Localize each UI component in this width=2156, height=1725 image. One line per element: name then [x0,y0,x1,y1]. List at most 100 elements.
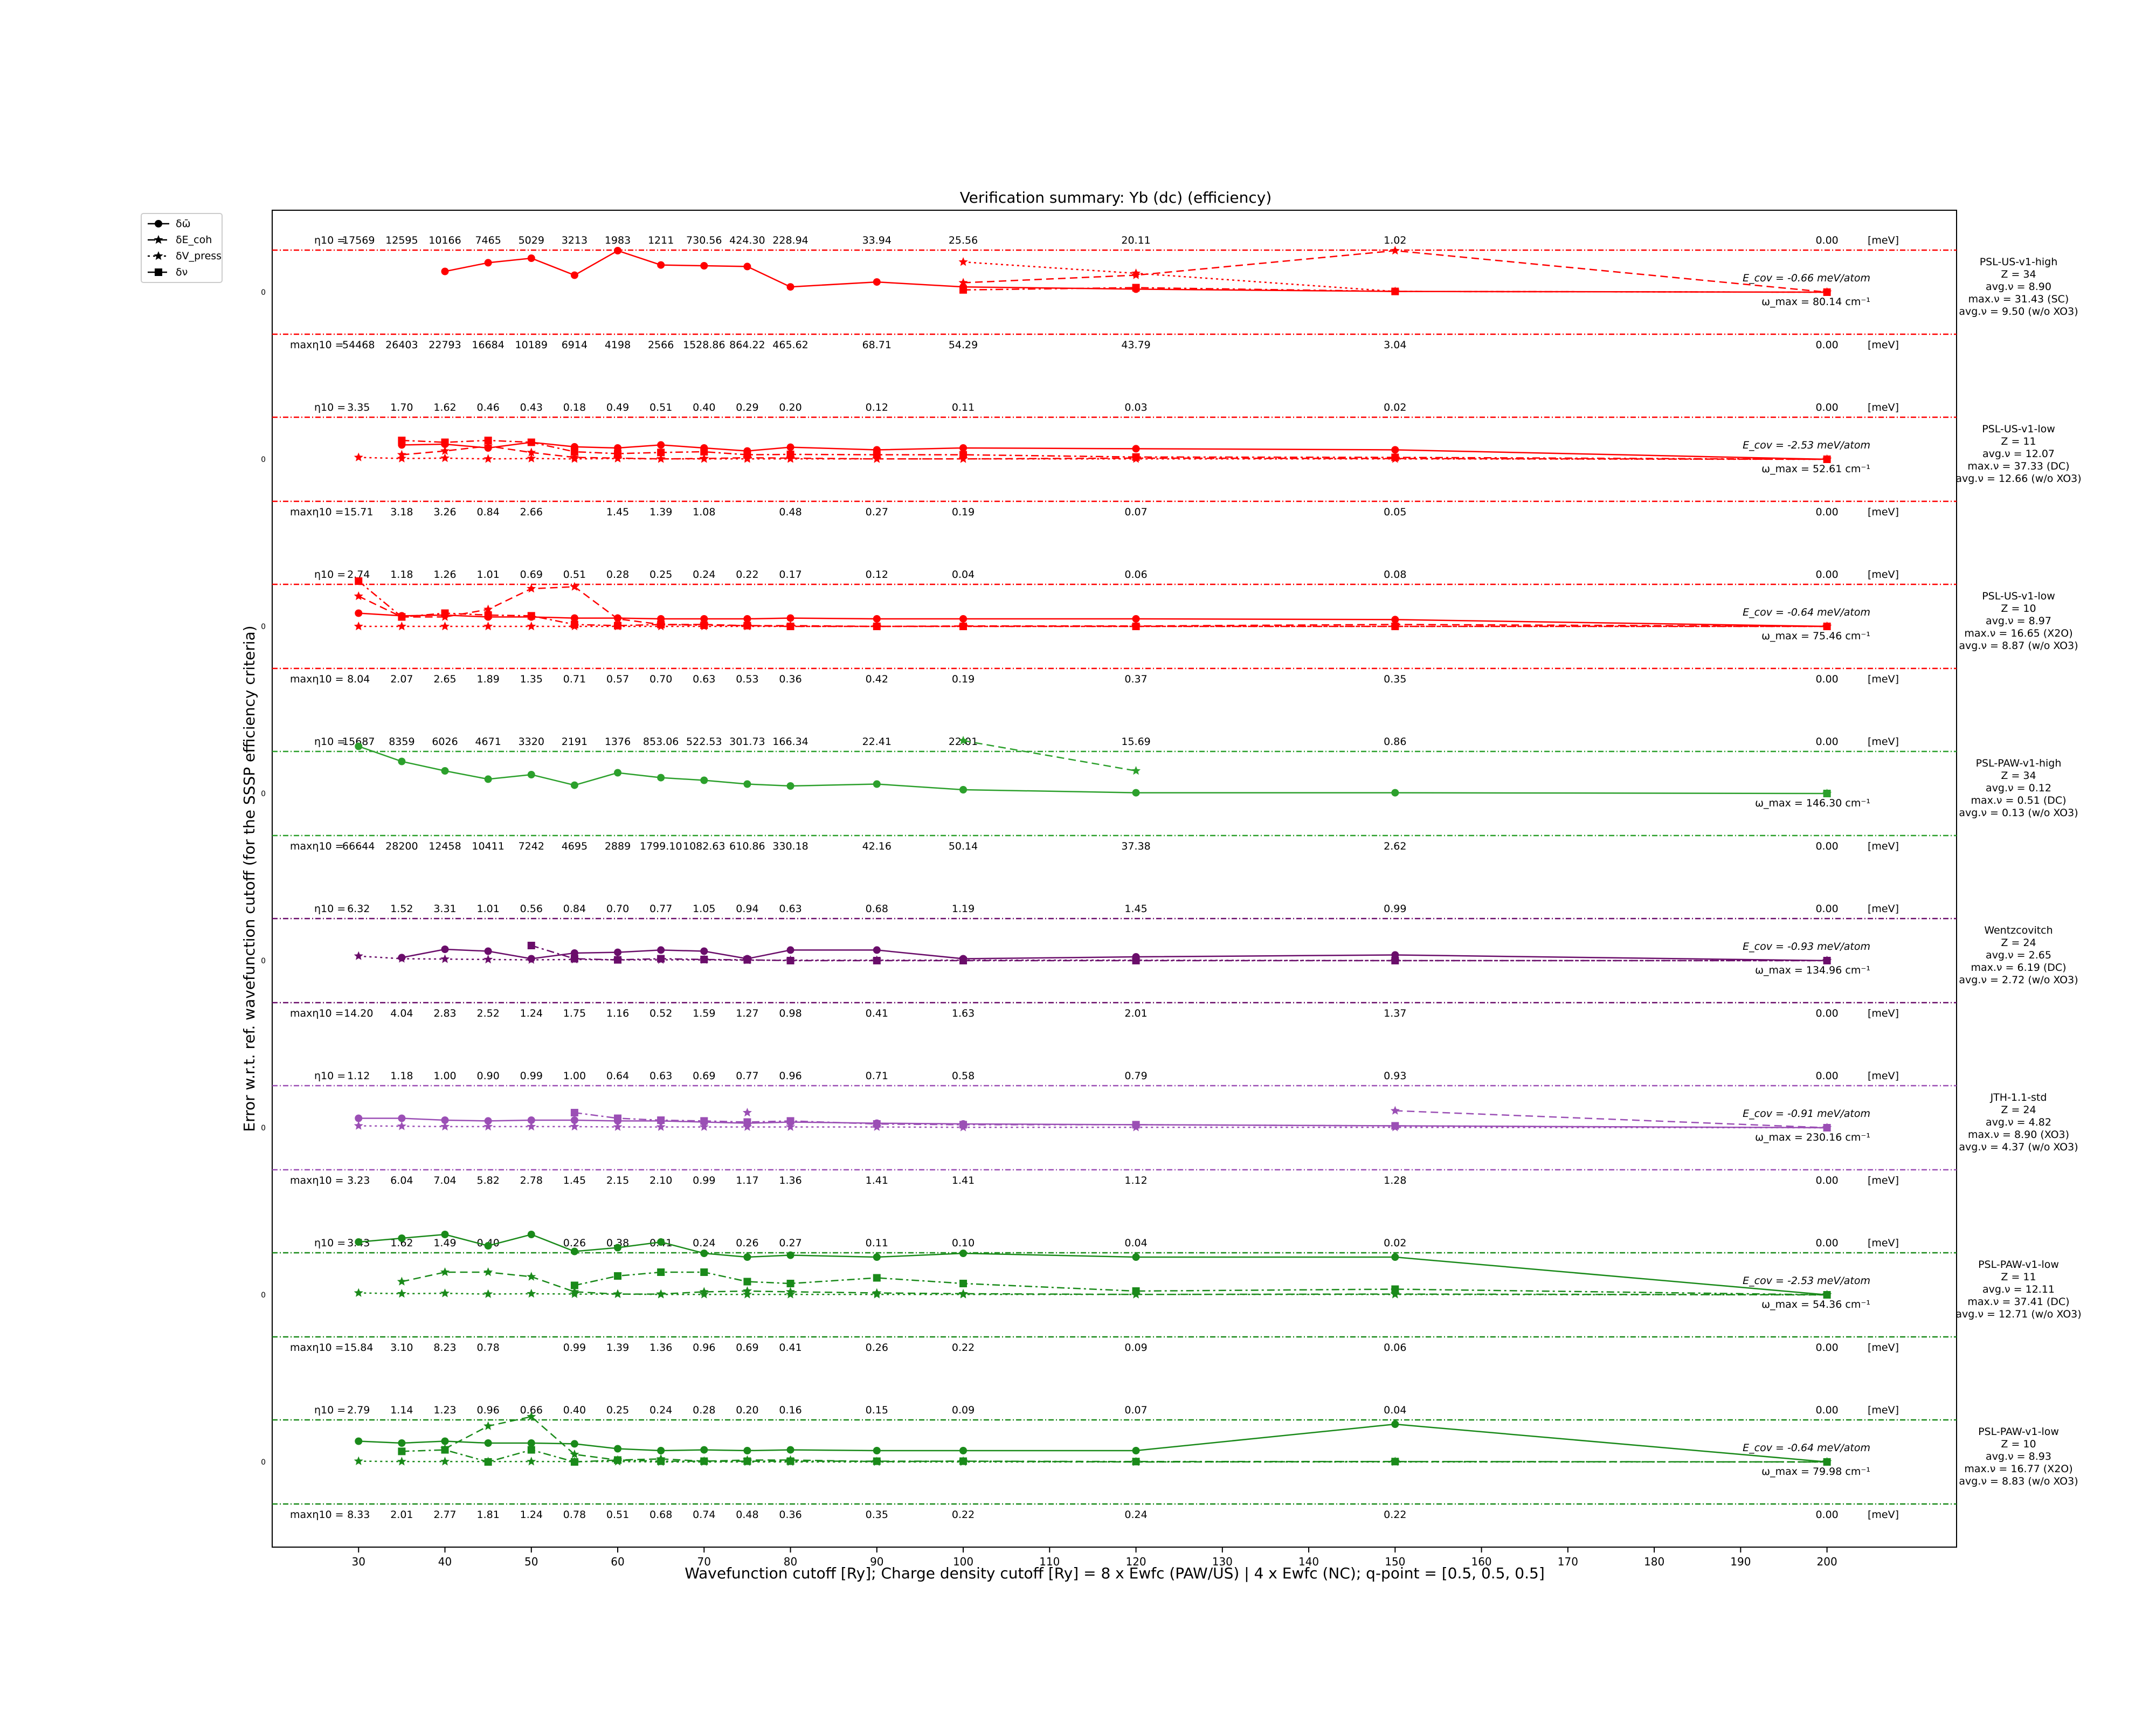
data-point-omega [700,615,708,623]
eta-label: 15687 [342,736,375,748]
unit-label: [meV] [1868,673,1899,685]
eta-label: 0.24 [649,1404,672,1416]
unit-label: [meV] [1868,1237,1899,1249]
data-point-vpress [483,1289,493,1298]
pseudo-info-line: JTH-1.1-std [1990,1092,2047,1103]
max-eta-label: 0.53 [736,673,758,685]
max-eta-label: 0.41 [779,1342,801,1354]
legend-box [141,213,223,283]
max-eta-label: 7.04 [433,1175,456,1186]
eta-label: 33.94 [862,234,892,246]
max-eta-prefix: maxη10 = [290,339,344,351]
eta-label: 0.28 [693,1404,715,1416]
data-point-nu [1132,623,1140,630]
data-point-vpress [699,1289,709,1299]
data-point-nu [614,450,622,458]
x-tick-label: 190 [1730,1555,1751,1568]
eta-label: 730.56 [686,234,722,246]
data-point-nu [1823,623,1831,630]
chart-title: Verification summary: Yb (dc) (efficienc… [960,189,1272,206]
max-eta-label: 1.59 [693,1008,715,1019]
data-point-nu [959,451,968,459]
data-point-omega [398,1439,406,1447]
data-point-ecoh [397,1276,406,1286]
max-eta-label: 2.77 [433,1509,456,1521]
data-point-omega [355,1238,363,1246]
data-point-omega [1391,616,1399,624]
data-point-omega [959,1447,968,1454]
eta-prefix: η10 = [314,1070,345,1082]
pseudo-info-line: max.ν = 16.77 (X2O) [1964,1463,2072,1475]
data-point-nu [1132,1121,1140,1129]
data-point-nu [657,448,665,457]
data-point-nu [1391,1285,1399,1293]
panel-4: 0 η10 =15687 8359 6026 4671 3320 2191 1376 853.0… [261,736,2078,852]
data-point-vpress [570,454,579,463]
wmax-label: ω_max = 54.36 cm⁻¹ [1761,1299,1870,1310]
max-eta-label: 12458 [429,840,461,852]
data-point-omega [700,262,708,270]
data-point-nu [570,955,578,963]
eta-label: 0.99 [1384,903,1406,915]
legend-label: δν [176,266,188,278]
eta-label: 0.25 [649,569,672,581]
data-point-vpress [613,453,623,463]
pseudo-info-line: max.ν = 37.41 (DC) [1967,1296,2069,1308]
data-point-omega [657,441,665,449]
data-point-nu [1391,287,1399,295]
data-point-nu [614,1456,622,1464]
unit-label: [meV] [1868,1008,1899,1019]
max-eta-label: 0.26 [866,1342,888,1354]
max-eta-label: 2.65 [433,673,456,685]
panel-2: 0 η10 = 3.35 1.70 1.62 0.46 0.43 0.18 0.49 0.51 0.… [261,402,2082,518]
eta-label: 0.07 [1124,1404,1147,1416]
data-point-omega [743,1447,751,1454]
eta-label: 1.18 [390,569,413,581]
max-eta-label: 1.45 [563,1175,586,1186]
max-eta-label: 10411 [472,840,504,852]
eta-label: 0.29 [736,402,758,413]
data-point-nu [484,437,492,444]
data-point-omega [398,1114,406,1122]
data-point-omega [657,1447,665,1454]
eta-label: 0.16 [779,1404,801,1416]
eta-label: 17569 [342,234,375,246]
max-eta-label: 0.69 [736,1342,758,1354]
eta-label: 1.62 [390,1237,413,1249]
data-point-vpress [656,454,666,463]
data-point-nu [1823,456,1831,463]
data-point-ecoh [527,1272,536,1281]
data-point-omega [700,776,708,784]
max-eta-prefix: maxη10 = [290,506,344,518]
data-point-omega [1132,1253,1140,1261]
eta-label: 0.08 [1384,569,1406,581]
data-point-omega [700,1250,708,1257]
data-point-omega [570,271,578,279]
max-eta-label: 4198 [605,339,631,351]
data-point-omega [1132,445,1140,453]
eta-prefix: η10 = [314,234,345,246]
data-point-vpress [872,1289,882,1299]
eta-label: 0.12 [866,402,888,413]
max-eta-label: 1.24 [520,1008,543,1019]
pseudo-info-line: PSL-US-v1-low [1982,590,2055,602]
max-eta-label: 3.26 [433,506,456,518]
data-point-nu [570,1458,578,1466]
eta-label: 0.28 [606,569,629,581]
data-point-omega [441,1116,449,1124]
max-eta-label: 2566 [648,339,674,351]
eta-label: 0.93 [1384,1070,1406,1082]
data-point-ecoh [1390,246,1400,255]
max-eta-label: 1.37 [1384,1008,1406,1019]
eta-label: 301.73 [729,736,765,748]
max-eta-label: 4695 [562,840,588,852]
data-point-vpress [742,1289,752,1299]
data-point-omega [355,1114,363,1122]
data-point-vpress [354,951,363,960]
data-point-nu [873,1274,881,1282]
x-tick-label: 70 [697,1555,711,1568]
data-point-vpress [440,622,450,631]
pseudo-info-line: max.ν = 0.51 (DC) [1971,795,2066,806]
max-eta-label: 1528.86 [683,339,725,351]
